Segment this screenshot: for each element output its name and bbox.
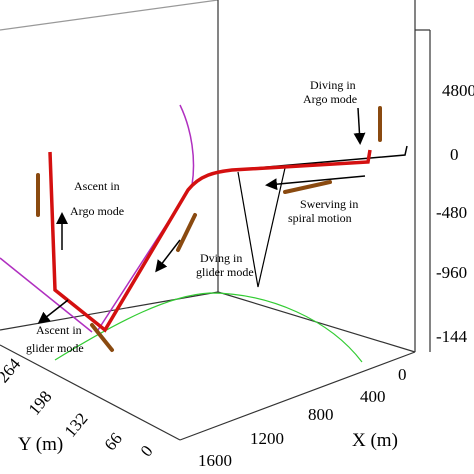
arrows xyxy=(37,107,366,324)
annotation: glider mode xyxy=(26,341,84,355)
x-tick-label: 0 xyxy=(398,365,407,384)
annotation: spiral motion xyxy=(288,211,352,225)
y-tick-label: 0 xyxy=(137,442,157,461)
z-tick-label: -960 xyxy=(436,263,467,282)
gliders xyxy=(36,106,382,352)
annotation: Ascent in xyxy=(74,179,120,193)
y-axis-label: Y (m) xyxy=(18,434,63,455)
x-tick-label: 1600 xyxy=(198,451,232,470)
annotation: Diving in xyxy=(310,78,356,92)
annotation: Swerving in xyxy=(300,197,358,211)
x-tick-label: 800 xyxy=(308,405,334,424)
annotation: glider mode xyxy=(196,265,254,279)
annotation: Dving in xyxy=(200,251,242,265)
x-tick-label: 400 xyxy=(360,387,386,406)
z-tick-label: 4800 xyxy=(442,81,474,100)
z-tick-label: -144 xyxy=(436,327,468,346)
y-tick-label: 198 xyxy=(25,387,56,419)
annotation: Argo mode xyxy=(70,204,124,218)
z-tick-label: 0 xyxy=(450,145,459,164)
annotation: Argo mode xyxy=(303,92,357,106)
curves xyxy=(0,104,408,363)
annotation: Ascent in xyxy=(36,323,82,337)
z-tick-label: -480 xyxy=(436,203,467,222)
annotations: Diving in Argo mode Ascent in Argo mode … xyxy=(26,78,358,355)
x-axis-label: X (m) xyxy=(352,430,398,451)
y-tick-label: 66 xyxy=(100,429,125,454)
y-tick-label: 264 xyxy=(0,354,25,386)
box xyxy=(0,0,431,441)
x-tick-label: 1200 xyxy=(250,429,284,448)
y-tick-label: 132 xyxy=(61,409,92,441)
